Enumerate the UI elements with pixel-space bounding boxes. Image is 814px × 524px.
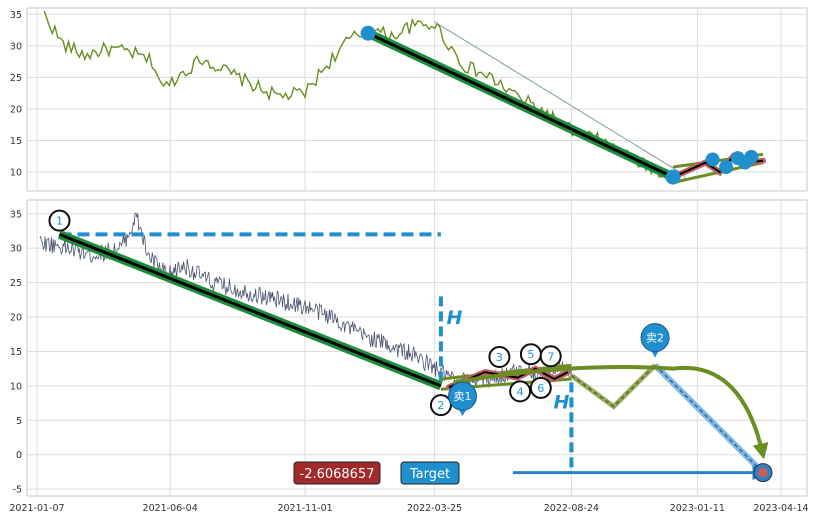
height-label: H bbox=[446, 307, 462, 329]
bottom-frame bbox=[26, 199, 808, 497]
bottom-y-tick-label: 20 bbox=[10, 313, 22, 324]
x-tick-label: 2022-03-25 bbox=[407, 503, 462, 514]
wave-point-label: 2 bbox=[437, 399, 444, 412]
wave-point-circle bbox=[48, 209, 71, 232]
sell-pin bbox=[640, 323, 670, 353]
wave-point-label: 1 bbox=[56, 215, 63, 228]
bottom-wedge-upper bbox=[440, 363, 572, 381]
wave-point-circle bbox=[529, 376, 552, 399]
top-y-tick-label: 25 bbox=[10, 73, 22, 84]
top-y-tick-label: 35 bbox=[10, 10, 22, 21]
top-y-tick-label: 30 bbox=[10, 41, 22, 52]
target-zigzag-line bbox=[570, 364, 656, 408]
top-y-tick-label: 20 bbox=[10, 104, 22, 115]
value-badge-text: -2.6068657 bbox=[300, 467, 375, 482]
top-panel: 10 15 20 25 30 35 bbox=[10, 7, 808, 192]
bottom-y-tick-label: 15 bbox=[10, 347, 22, 358]
target-badge bbox=[400, 461, 460, 485]
bottom-y-tick-label: 35 bbox=[10, 209, 22, 220]
wave-point-label: 5 bbox=[527, 348, 534, 361]
projection-arc bbox=[453, 365, 769, 460]
top-y-tick-label: 15 bbox=[10, 136, 22, 147]
top-marker-point bbox=[665, 169, 681, 185]
value-badge bbox=[293, 461, 381, 485]
top-trend-line bbox=[367, 31, 674, 179]
bottom-y-tick-label: 0 bbox=[16, 450, 22, 461]
top-y-tick-label: 10 bbox=[10, 168, 22, 179]
bottom-y-tick-label: 25 bbox=[10, 278, 22, 289]
bottom-trend-line bbox=[58, 233, 442, 388]
bottom-price-line bbox=[39, 212, 572, 390]
top-marker-point bbox=[744, 149, 759, 164]
x-tick-label: 2022-08-24 bbox=[544, 503, 599, 514]
top-frame bbox=[26, 7, 808, 192]
x-tick-label: 2021-01-07 bbox=[9, 503, 64, 514]
x-tick-label: 2023-04-14 bbox=[753, 503, 808, 514]
x-tick-label: 2021-06-04 bbox=[143, 503, 198, 514]
target-point-inner bbox=[758, 467, 769, 478]
wave-point-circle bbox=[488, 345, 511, 368]
height-label: H bbox=[554, 392, 570, 414]
wave-point-label: 7 bbox=[547, 350, 554, 363]
bottom-y-tick-label: 5 bbox=[16, 416, 22, 427]
wave-point-circle bbox=[509, 380, 532, 403]
top-marker-point bbox=[719, 160, 734, 175]
sell-pin-label: 卖1 bbox=[454, 390, 472, 403]
bottom-y-tick-label: -5 bbox=[13, 485, 22, 496]
target-badge-text: Target bbox=[409, 467, 450, 482]
sell2-line bbox=[654, 364, 764, 474]
wave-point-circle bbox=[539, 345, 562, 368]
wave-point-label: 4 bbox=[517, 385, 524, 398]
sell-pin-label: 卖2 bbox=[646, 332, 664, 345]
x-tick-label: 2023-01-11 bbox=[670, 503, 725, 514]
x-tick-label: 2021-11-01 bbox=[277, 503, 332, 514]
wave-point-label: 6 bbox=[537, 382, 544, 395]
wave-point-circle bbox=[429, 394, 452, 417]
wave-point-label: 3 bbox=[496, 351, 503, 364]
bottom-y-tick-label: 30 bbox=[10, 244, 22, 255]
bottom-y-tick-label: 10 bbox=[10, 381, 22, 392]
top-marker-point bbox=[705, 152, 720, 167]
sell-pin bbox=[448, 381, 478, 411]
top-marker-point bbox=[360, 25, 376, 41]
